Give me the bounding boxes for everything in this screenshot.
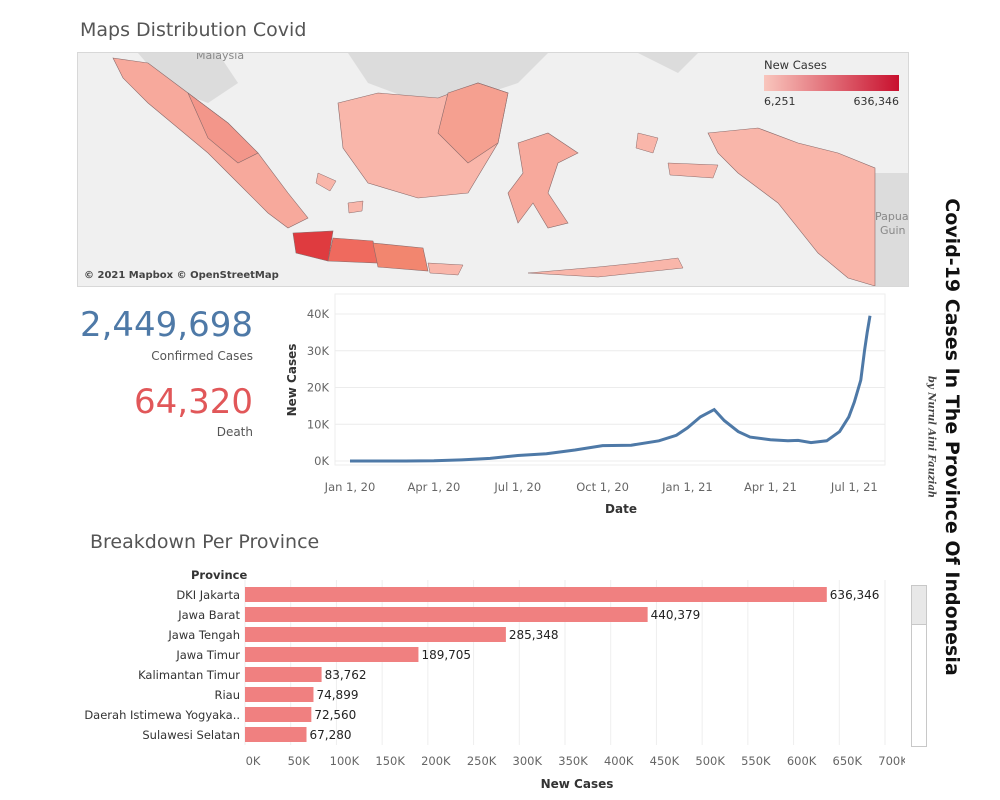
- bar-value-label: 72,560: [314, 708, 356, 722]
- x-tick-label: 350K: [558, 754, 588, 768]
- new-cases-line-chart[interactable]: 0K 10K 20K 30K 40K Jan 1, 20 Apr 1, 20 Jul 1, …: [280, 290, 900, 520]
- jakarta-barat-province[interactable]: [292, 230, 334, 262]
- x-tick-label: 500K: [695, 754, 725, 768]
- jawa-timur-province[interactable]: [372, 242, 429, 272]
- philippines-land: [638, 53, 698, 73]
- x-tick-label: Oct 1, 20: [576, 480, 629, 494]
- x-tick-label: 600K: [787, 754, 817, 768]
- ntt-province[interactable]: [527, 257, 684, 278]
- death-label: Death: [216, 425, 253, 439]
- borneo-north-land: [348, 53, 548, 103]
- x-tick-label: Jul 1, 21: [830, 480, 878, 494]
- x-tick-label: 250K: [467, 754, 497, 768]
- x-tick-label: 300K: [513, 754, 543, 768]
- y-tick-label: 20K: [307, 381, 330, 395]
- plot-area: [334, 293, 886, 466]
- y-tick-label: 30K: [307, 344, 330, 358]
- new-cases-series-line: [350, 315, 872, 463]
- province-bar-chart[interactable]: DKI Jakarta 636,346 Jawa Barat 440,379 Jawa …: [0, 580, 905, 795]
- breakdown-title: Breakdown Per Province: [90, 531, 320, 553]
- malaysia-label: Malaysia: [196, 53, 244, 62]
- bar[interactable]: [245, 727, 307, 742]
- x-tick-label: 650K: [833, 754, 863, 768]
- y-axis-title: New Cases: [285, 344, 299, 417]
- papua-label: Papua: [875, 210, 908, 223]
- bar[interactable]: [245, 667, 322, 682]
- bar-value-label: 440,379: [651, 608, 701, 622]
- papua-province[interactable]: [707, 127, 876, 286]
- sulawesi-province[interactable]: [507, 132, 579, 229]
- x-tick-label: 0K: [246, 754, 261, 768]
- indonesia-map[interactable]: Malaysia Papua Guin New Cases: [77, 52, 909, 287]
- confirmed-cases-label: Confirmed Cases: [151, 349, 253, 363]
- legend-min: 6,251: [764, 95, 796, 108]
- confirmed-cases-value: 2,449,698: [79, 305, 253, 345]
- province-label: Riau: [214, 688, 240, 702]
- province-label: Sulawesi Selatan: [142, 728, 240, 742]
- bar[interactable]: [245, 707, 312, 722]
- map-canvas[interactable]: Malaysia Papua Guin New Cases: [78, 53, 908, 286]
- x-axis-title: Date: [605, 502, 637, 516]
- dashboard-author: by Nurul Aini Fauziah: [925, 375, 937, 499]
- province-column-header: Province: [191, 568, 248, 582]
- bar[interactable]: [245, 627, 506, 642]
- x-tick-label: Apr 1, 20: [407, 480, 460, 494]
- x-tick-label: 400K: [604, 754, 634, 768]
- legend-title: New Cases: [764, 58, 827, 72]
- belitung-province[interactable]: [347, 200, 364, 214]
- x-tick-label: 450K: [650, 754, 680, 768]
- bar[interactable]: [245, 647, 419, 662]
- y-tick-label: 0K: [314, 454, 329, 468]
- scrollbar-thumb[interactable]: [912, 586, 926, 625]
- y-tick-label: 40K: [307, 307, 330, 321]
- bar[interactable]: [245, 687, 314, 702]
- bar-x-axis-title: New Cases: [541, 777, 614, 791]
- y-tick-label: 10K: [307, 417, 330, 431]
- riau-province[interactable]: [187, 92, 259, 164]
- legend-gradient: [764, 75, 899, 91]
- map-title: Maps Distribution Covid: [80, 19, 307, 41]
- bali-ntb-province[interactable]: [427, 262, 464, 276]
- bar-value-label: 67,280: [310, 728, 352, 742]
- maluku-province[interactable]: [667, 162, 719, 179]
- map-credit: © 2021 Mapbox © OpenStreetMap: [84, 270, 279, 281]
- maluku-north-province[interactable]: [635, 132, 659, 154]
- bar-value-label: 285,348: [509, 628, 559, 642]
- x-tick-label: 550K: [741, 754, 771, 768]
- x-tick-label: 700K: [878, 754, 905, 768]
- bangka-province[interactable]: [315, 172, 337, 192]
- bar-value-label: 636,346: [830, 588, 880, 602]
- dashboard-title: Covid-19 Cases In The Province Of Indone…: [941, 198, 963, 676]
- province-label: Kalimantan Timur: [138, 668, 240, 682]
- x-tick-label: Jan 1, 20: [324, 480, 376, 494]
- province-label: Daerah Istimewa Yogyaka..: [84, 708, 240, 722]
- province-label: Jawa Timur: [175, 648, 240, 662]
- x-tick-label: 150K: [375, 754, 405, 768]
- province-label: Jawa Barat: [177, 608, 240, 622]
- death-value: 64,320: [134, 382, 253, 422]
- bar[interactable]: [245, 607, 648, 622]
- legend-max: 636,346: [854, 95, 900, 108]
- jawa-tengah-province[interactable]: [327, 237, 379, 264]
- x-tick-label: Jul 1, 20: [493, 480, 541, 494]
- papua-label-2: Guin: [880, 224, 906, 237]
- x-tick-label: Apr 1, 21: [744, 480, 797, 494]
- province-label: DKI Jakarta: [176, 588, 240, 602]
- x-tick-label: 100K: [330, 754, 360, 768]
- bar[interactable]: [245, 587, 827, 602]
- bar-value-label: 83,762: [325, 668, 367, 682]
- x-tick-label: 200K: [421, 754, 451, 768]
- bar-value-label: 189,705: [421, 648, 471, 662]
- province-label: Jawa Tengah: [167, 628, 240, 642]
- png-land: [875, 173, 908, 286]
- x-tick-label: 50K: [288, 754, 311, 768]
- bar-value-label: 74,899: [316, 688, 358, 702]
- bar-chart-scrollbar[interactable]: [911, 585, 927, 747]
- x-tick-label: Jan 1, 21: [661, 480, 713, 494]
- kalimantan-timur-province[interactable]: [437, 82, 509, 164]
- malaysia-land: [138, 53, 238, 103]
